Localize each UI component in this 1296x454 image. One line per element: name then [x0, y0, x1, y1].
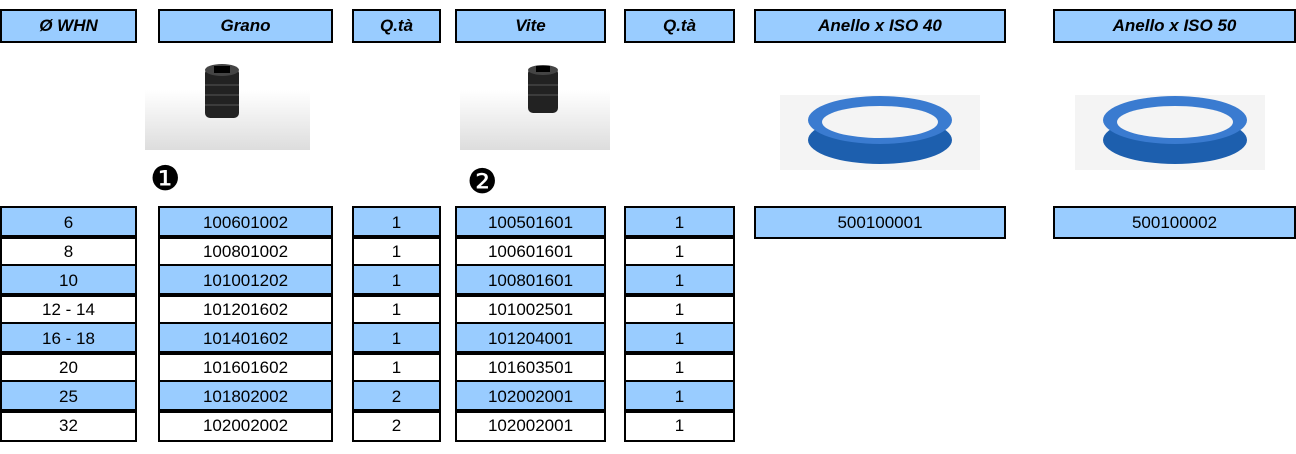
ring-code: 500100001	[754, 206, 1006, 239]
table-cell: 2	[352, 380, 441, 413]
table-cell: 101401602	[158, 322, 333, 355]
table-cell: 1	[352, 322, 441, 355]
table-cell: 102002002	[158, 409, 333, 442]
column-header: Anello x ISO 40	[754, 9, 1006, 43]
marker: ❶	[150, 160, 181, 198]
product-images	[145, 64, 1265, 170]
grano-image	[205, 64, 239, 118]
vite-image	[528, 65, 558, 113]
column-header: Q.tà	[624, 9, 735, 43]
table-cell: 1	[624, 380, 735, 413]
table-cell: 1	[352, 264, 441, 297]
table-cell: 6	[0, 206, 137, 239]
table-cell: 1	[352, 206, 441, 239]
table-cell: 1	[624, 206, 735, 239]
table-cell: 101802002	[158, 380, 333, 413]
table-cell: 101001202	[158, 264, 333, 297]
column-header: Ø WHN	[0, 9, 137, 43]
table-cell: 32	[0, 409, 137, 442]
table-cell: 100601002	[158, 206, 333, 239]
table-cell: 101204001	[455, 322, 606, 355]
table-cell: 102002001	[455, 409, 606, 442]
column-header: Q.tà	[352, 9, 441, 43]
table-cell: 10	[0, 264, 137, 297]
ring-code: 500100002	[1053, 206, 1296, 239]
ring-iso40-image	[808, 96, 952, 164]
table-cell: 1	[624, 264, 735, 297]
table-cell: 1	[624, 409, 735, 442]
table-cell: 2	[352, 409, 441, 442]
table-cell: 1	[624, 322, 735, 355]
table-cell: 16 - 18	[0, 322, 137, 355]
table-cell: 25	[0, 380, 137, 413]
marker: ❷	[467, 163, 498, 201]
table-cell: 100801601	[455, 264, 606, 297]
column-header: Grano	[158, 9, 333, 43]
ring-iso50-image	[1103, 96, 1247, 164]
table-cell: 102002001	[455, 380, 606, 413]
table-cell: 100501601	[455, 206, 606, 239]
column-header: Anello x ISO 50	[1053, 9, 1296, 43]
column-header: Vite	[455, 9, 606, 43]
